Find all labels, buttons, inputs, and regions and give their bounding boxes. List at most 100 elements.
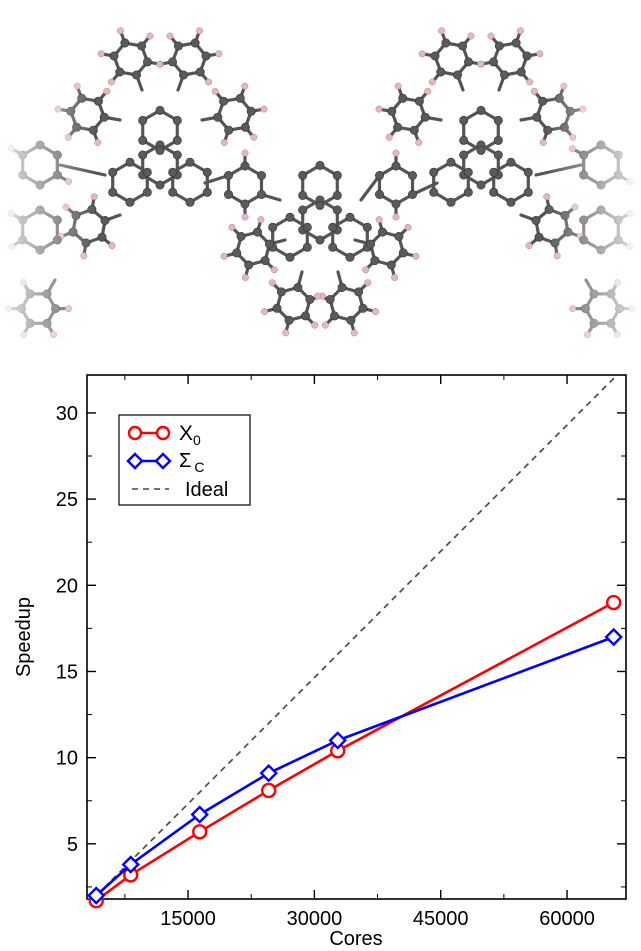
carbon-atom [532,112,542,122]
carbon-atom [459,150,469,160]
carbon-atom [115,67,125,77]
carbon-atom [305,294,315,304]
hydrogen-atom [412,252,420,260]
carbon-atom [446,197,456,207]
carbon-atom [494,41,504,51]
carbon-atom [100,216,110,226]
carbon-atom [358,303,368,313]
hydrogen-atom [394,82,402,90]
hydrogen-atom [261,308,268,316]
carbon-atom [302,222,312,232]
carbon-atom [391,161,401,171]
carbon-atom [511,38,521,48]
carbon-atom [337,282,347,292]
legend-marker-sigma-c-right [154,452,172,470]
carbon-atom [240,199,250,209]
hydrogen-atom [146,32,154,40]
carbon-atom [108,187,118,197]
carbon-atom [391,199,401,209]
carbon-atom [125,157,135,167]
hydrogen-atom [311,321,319,329]
hydrogen-atom [391,274,399,281]
carbon-atom [506,157,516,167]
carbon-atom [407,190,417,200]
carbon-atom [436,67,446,77]
hydrogen-atom [372,308,379,316]
carbon-atom [201,51,211,61]
carbon-atom [329,311,339,321]
carbon-atom [354,287,364,297]
carbon-atom [155,180,165,190]
carbon-atom [398,93,408,103]
hydrogen-atom [94,139,102,146]
carbon-atom [377,227,387,237]
carbon-atom [332,190,342,200]
legend-label-x0-main: X [179,422,193,445]
legend-label-sigma-c-sub: C [194,459,204,475]
carbon-atom [213,112,223,122]
y-tick-label: 25 [56,489,78,511]
hydrogen-atom [415,139,423,146]
carbon-atom [138,135,148,145]
carbon-atom [332,170,342,180]
hydrogen-atom [257,216,265,224]
carbon-atom [173,41,183,51]
data-point [328,731,347,750]
carbon-atom [93,96,103,106]
molecule-bonds [6,29,635,337]
carbon-atom [268,222,278,232]
carbon-atom [394,232,404,242]
carbon-atom [224,190,234,200]
legend-entry-x0: X0 [127,422,201,448]
carbon-atom [522,51,532,61]
carbon-atom [516,67,526,77]
carbon-atom [476,180,486,190]
hydrogen-atom [314,292,322,300]
carbon-atom [190,38,200,48]
y-tick-label: 20 [56,575,78,597]
hydrogen-atom [117,27,124,35]
carbon-atom [493,115,503,125]
carbon-atom [202,167,212,177]
carbon-atom [300,311,310,321]
carbon-atom [109,51,119,61]
carbon-atom [143,57,153,67]
carbon-atom [108,167,118,177]
hydrogen-atom [211,87,219,95]
hydrogen-atom [362,266,370,274]
carbon-atom [430,51,440,61]
carbon-atom [260,256,270,266]
carbon-atom [97,232,107,242]
molecule-fade-right [546,0,641,365]
data-point [261,782,277,799]
carbon-atom [276,287,286,297]
legend-marker-x0-right [155,425,171,441]
carbon-atom [531,216,541,226]
carbon-atom [298,205,308,215]
hydrogen-atom [517,27,524,35]
series-layer [87,374,623,909]
carbon-atom [325,294,335,304]
carbon-atom [202,187,212,197]
carbon-atom [235,93,245,103]
hydrogen-atom [108,242,116,250]
hydrogen-atom [166,32,174,40]
hydrogen-atom [241,274,249,281]
carbon-atom [345,212,355,222]
y-tick-label: 30 [56,403,78,425]
series-2 [95,374,618,897]
hydrogen-atom [241,213,249,221]
carbon-atom [452,70,462,80]
legend-marker-sigma-c-left [126,452,144,470]
carbon-atom [168,187,178,197]
axis-ticks: 15000 30000 45000 60000 5 10 15 20 25 30 [56,375,626,930]
carbon-atom [138,115,148,125]
carbon-atom [315,160,325,170]
series-line [95,601,615,902]
carbon-atom [285,212,295,222]
carbon-atom [345,252,355,262]
carbon-atom [429,167,439,177]
hydrogen-atom [196,27,203,35]
